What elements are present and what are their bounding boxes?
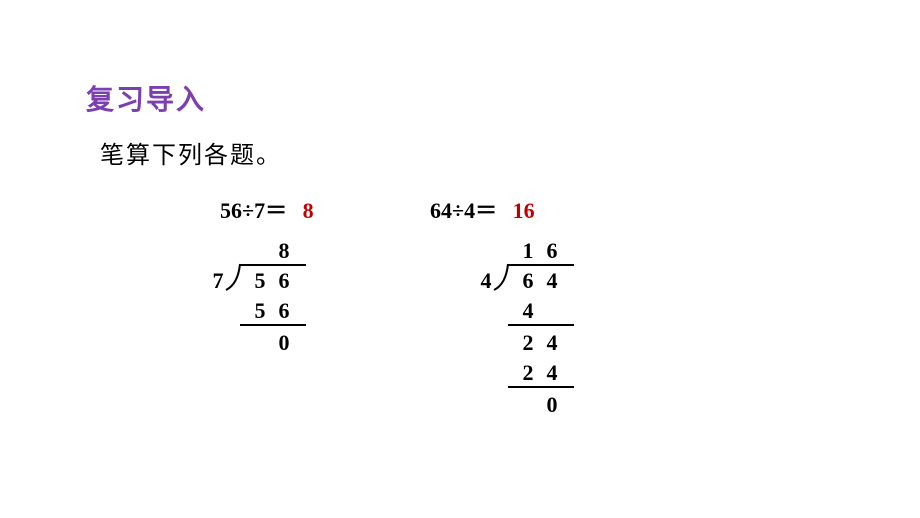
ld2-rule-2	[508, 386, 574, 388]
ld2-w1-d2: 4	[540, 330, 564, 356]
ld2-dividend-row: 4 6 4	[468, 268, 628, 294]
ld2-dividend-d1: 6	[516, 268, 540, 294]
ld2-work-row-0: 4	[468, 298, 628, 324]
instruction-text: 笔算下列各题。	[100, 135, 282, 170]
ld2-dividend-d2: 4	[540, 268, 564, 294]
ld1-w0-d2: 6	[272, 298, 296, 324]
ld1-rule-0	[240, 324, 306, 326]
ld2-w2-d1: 2	[516, 360, 540, 386]
equation-2-lhs: 64÷4＝	[430, 198, 497, 223]
ld2-quotient-d2: 6	[540, 238, 564, 264]
ld2-work-row-1: 2 4	[468, 330, 628, 356]
ld1-dividend-row: 7 5 6	[200, 268, 360, 294]
ld2-vinculum	[508, 264, 574, 266]
long-division-1: 8 7 5 6 5 6 0	[200, 238, 360, 342]
equation-1-answer: 8	[303, 198, 314, 223]
ld1-quotient-d2: 8	[272, 238, 296, 264]
long-division-2: 1 6 4 6 4 4 2 4 2 4	[468, 238, 628, 394]
equation-1: 56÷7＝ 8	[220, 193, 314, 225]
ld1-vinculum	[240, 264, 306, 266]
ld2-w1-d1: 2	[516, 330, 540, 356]
equation-2-answer: 16	[513, 198, 535, 223]
section-heading: 复习导入	[86, 78, 206, 118]
ld1-dividend-d2: 6	[272, 268, 296, 294]
ld2-w3-d2: 0	[540, 392, 564, 418]
ld2-rule-0	[508, 324, 574, 326]
ld1-quotient-row: 8	[200, 238, 360, 264]
equation-1-lhs: 56÷7＝	[220, 198, 287, 223]
slide-page: 复习导入 笔算下列各题。 56÷7＝ 8 64÷4＝ 16 8 7 5 6 5	[0, 0, 920, 518]
ld1-work-row-1: 0	[200, 330, 360, 356]
equation-2: 64÷4＝ 16	[430, 193, 535, 225]
ld1-w0-d1: 5	[248, 298, 272, 324]
ld2-quotient-d1: 1	[516, 238, 540, 264]
ld1-work-row-0: 5 6	[200, 298, 360, 324]
ld2-divisor: 4	[474, 268, 498, 294]
ld1-divisor: 7	[206, 268, 230, 294]
ld2-quotient-row: 1 6	[468, 238, 628, 264]
ld2-work-row-2: 2 4	[468, 360, 628, 386]
ld1-w1-d2: 0	[272, 330, 296, 356]
ld2-w0-d1: 4	[516, 298, 540, 324]
ld2-w2-d2: 4	[540, 360, 564, 386]
ld2-work-row-3: 0	[468, 392, 628, 418]
ld1-dividend-d1: 5	[248, 268, 272, 294]
